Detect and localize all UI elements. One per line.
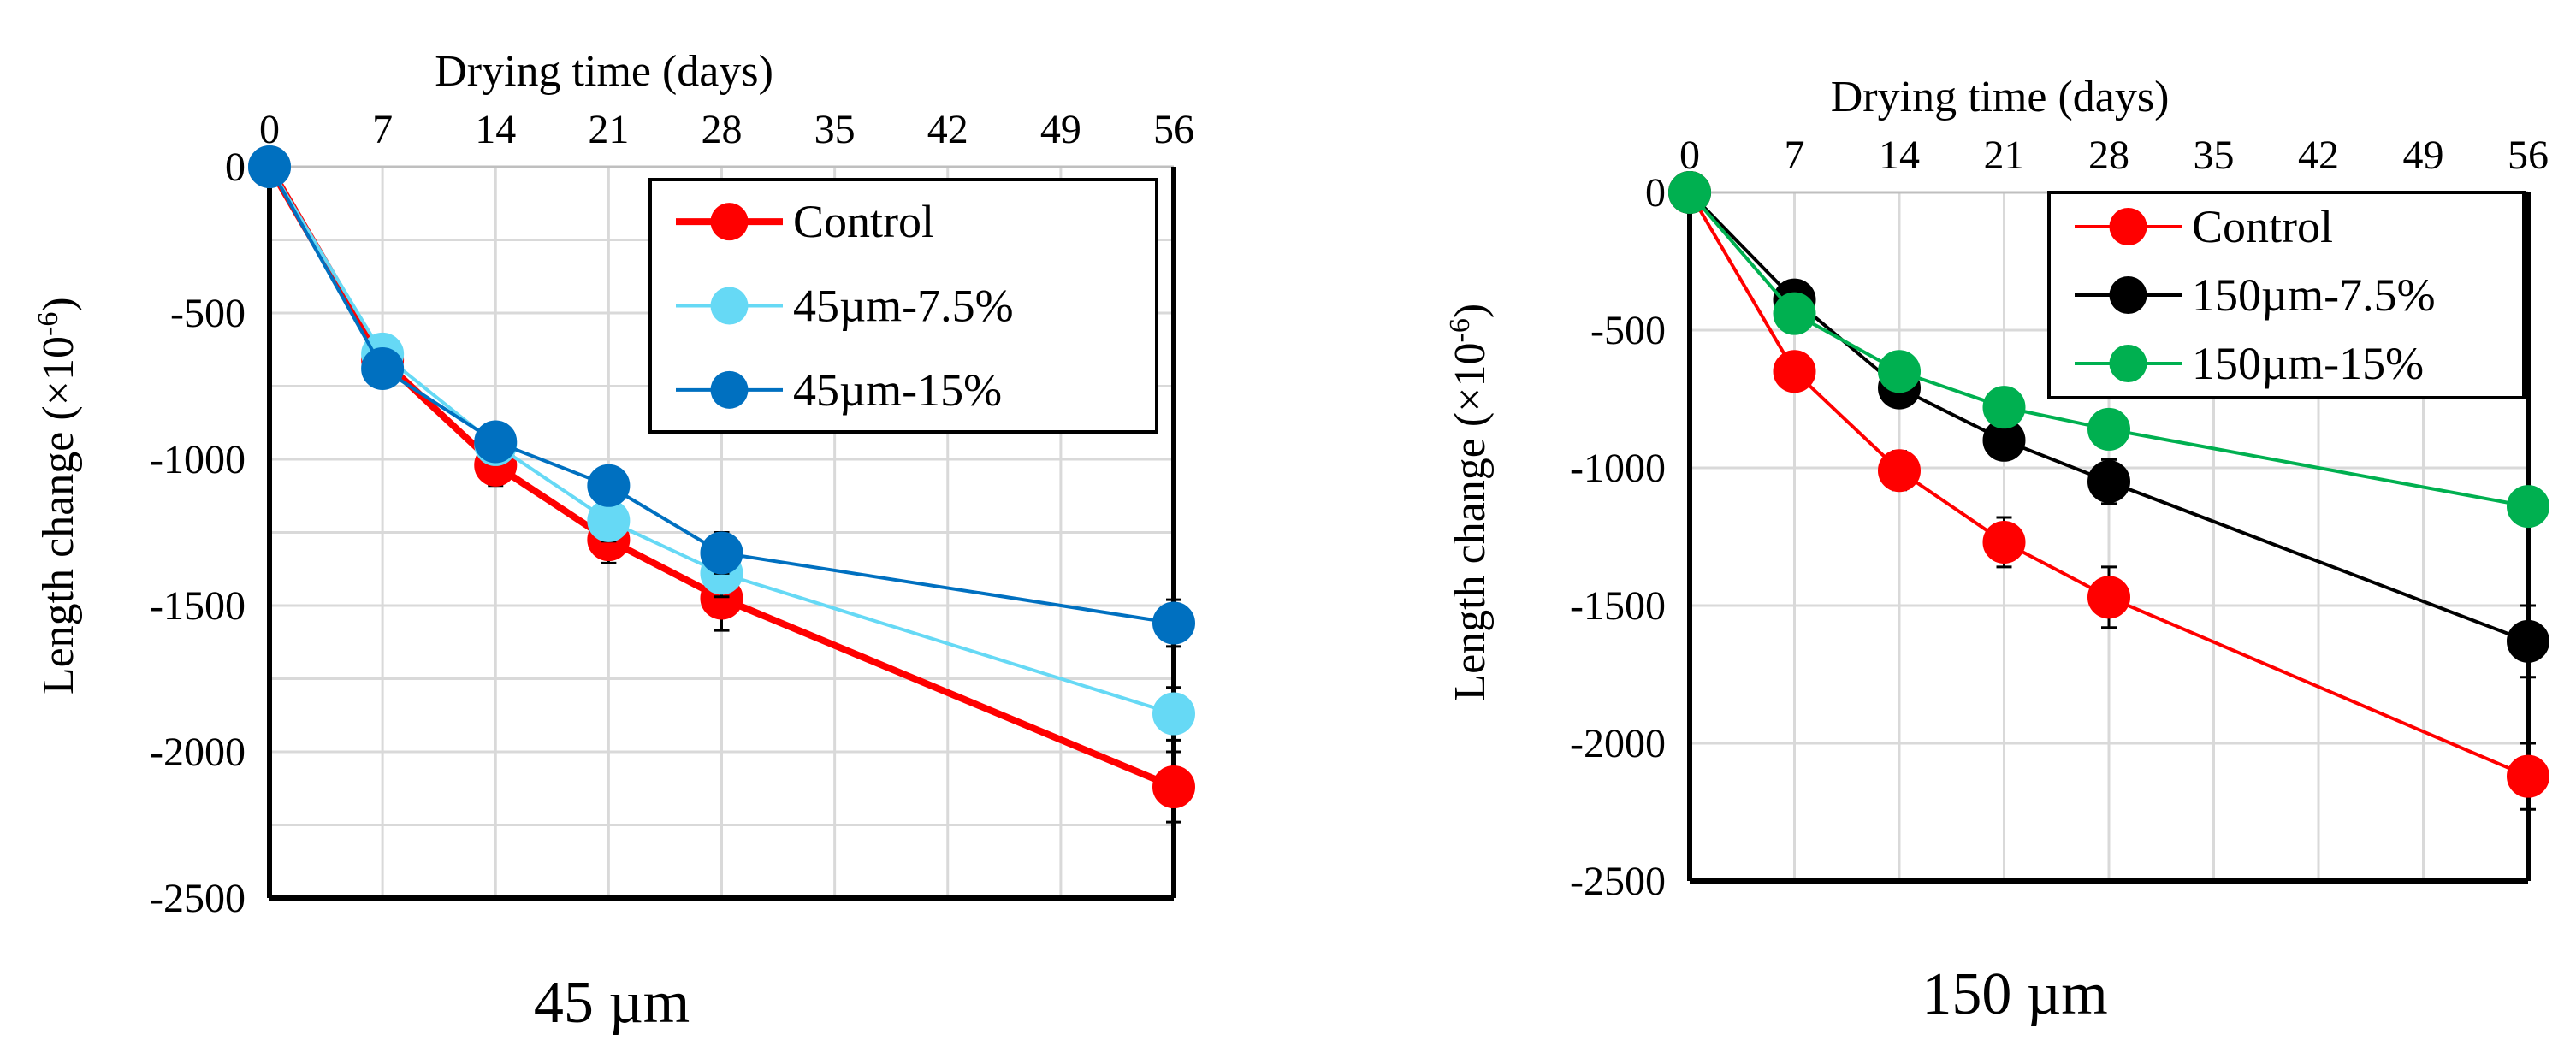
series-45-m-15-: [248, 145, 1195, 648]
x-tick-label: 14: [475, 107, 516, 152]
chart-0: 0 7 14 21 28 35 42 49 56 Drying time (days) 0 -500 -…: [33, 47, 1195, 1036]
data-point: [1878, 350, 1921, 393]
x-tick-label: 7: [372, 107, 393, 152]
legend-marker: [710, 203, 749, 241]
data-point: [1773, 350, 1816, 393]
legend: Control 45µm-7.5% 45µm-15%: [648, 178, 1158, 434]
x-tick-label: 28: [2088, 133, 2129, 178]
x-tick-label: 21: [1984, 133, 2025, 178]
x-axis-label: Drying time (days): [435, 47, 773, 96]
data-point: [1773, 292, 1816, 335]
data-point: [1668, 171, 1711, 214]
x-tick-label: 56: [1153, 107, 1194, 152]
data-point: [2507, 619, 2549, 663]
x-tick-label: 28: [702, 107, 743, 152]
x-tick-label: 35: [814, 107, 856, 152]
series-line: [1688, 191, 2529, 643]
x-tick-label: 7: [1785, 133, 1805, 178]
y-tick-label: -500: [1590, 308, 1666, 353]
legend-marker: [2109, 276, 2147, 314]
data-point: [587, 464, 631, 507]
y-tick-label: -2000: [150, 730, 246, 775]
data-point: [1878, 449, 1921, 493]
series-line: [1688, 191, 2529, 778]
x-tick-label: 0: [1679, 133, 1700, 178]
chart-caption: 150 µm: [1922, 961, 2107, 1027]
y-axis-label: Length change (×10-6): [33, 297, 83, 694]
data-point: [361, 346, 405, 390]
legend-label: Control: [2192, 201, 2333, 252]
data-point: [2507, 754, 2549, 798]
legend-label: 45µm-7.5%: [793, 281, 1014, 332]
legend-marker: [710, 287, 749, 325]
legend-label: 150µm-7.5%: [2192, 269, 2436, 321]
y-tick-label: -500: [170, 291, 246, 336]
legend-marker: [2109, 345, 2147, 382]
x-tick-label: 14: [1879, 133, 1920, 178]
legend-marker: [2109, 208, 2147, 245]
y-tick-label: -1000: [1570, 446, 1666, 491]
chart-1: 0 7 14 21 28 35 42 49 56 Drying time (days) 0 -500 -…: [1444, 73, 2549, 1027]
data-point: [474, 420, 518, 464]
y-axis-label: Length change (×10-6): [1444, 304, 1495, 701]
x-tick-label: 56: [2508, 133, 2549, 178]
legend-label: Control: [793, 196, 934, 247]
data-point: [248, 145, 291, 188]
x-tick-label: 21: [588, 107, 629, 152]
series-line: [268, 165, 1175, 716]
x-tick-label: 49: [1040, 107, 1081, 152]
y-tick-label: -1000: [150, 437, 246, 482]
y-tick-label: 0: [225, 145, 246, 190]
legend-label: 150µm-15%: [2192, 338, 2424, 389]
x-tick-label: 0: [259, 107, 280, 152]
x-tick-label: 49: [2403, 133, 2444, 178]
series-line: [268, 166, 1175, 625]
data-point: [700, 531, 743, 575]
data-point: [2087, 460, 2130, 504]
y-tick-label: -2000: [1570, 721, 1666, 766]
x-tick-label: 42: [927, 107, 968, 152]
data-point: [1152, 601, 1195, 645]
x-tick-label: 35: [2194, 133, 2235, 178]
y-tick-label: -2500: [150, 876, 246, 921]
data-point: [2507, 485, 2549, 529]
data-point: [2087, 576, 2130, 619]
series-150-m-15-: [1668, 171, 2549, 529]
data-point: [1982, 520, 2026, 564]
data-point: [2087, 407, 2130, 451]
y-tick-label: -1500: [1570, 583, 1666, 629]
x-axis-label: Drying time (days): [1831, 73, 2170, 121]
legend: Control 150µm-7.5% 150µm-15%: [2047, 191, 2526, 399]
series-line: [1688, 191, 2529, 509]
series-line: [266, 164, 1175, 790]
y-tick-label: -2500: [1570, 859, 1666, 904]
data-point: [1982, 386, 2026, 429]
y-tick-label: 0: [1645, 170, 1666, 216]
data-point: [1152, 765, 1195, 809]
chart-caption: 45 µm: [534, 970, 690, 1036]
legend-label: 45µm-15%: [793, 364, 1002, 416]
x-tick-label: 42: [2298, 133, 2339, 178]
legend-marker: [710, 370, 749, 409]
y-tick-label: -1500: [150, 583, 246, 629]
data-point: [1152, 692, 1195, 736]
